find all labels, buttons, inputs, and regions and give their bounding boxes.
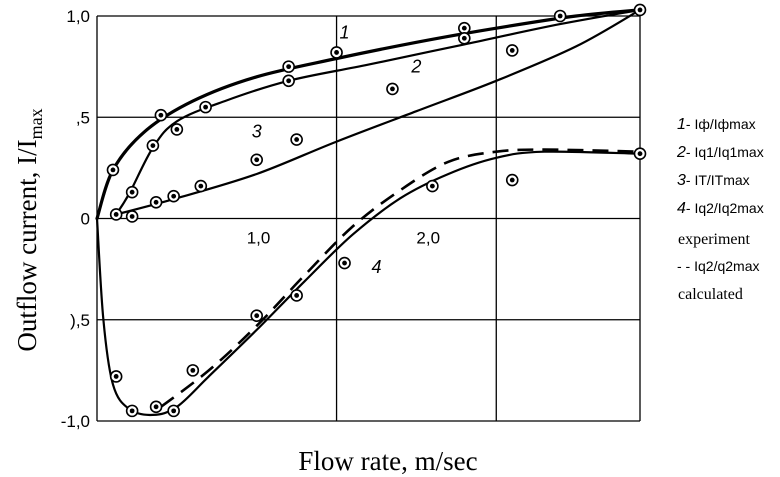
x-axis-title: Flow rate, m/sec: [298, 446, 477, 476]
data-point-s4: [149, 400, 163, 414]
curve-label: 3: [252, 122, 262, 142]
legend-entry: 2- Iq1/Iq1max: [676, 144, 764, 161]
series-line-s3: [115, 8, 642, 216]
data-point-s2: [146, 139, 160, 152]
marker-layer: [106, 3, 647, 418]
data-point-s2: [199, 100, 212, 114]
data-point-s1: [282, 60, 295, 73]
legend-number: 2: [676, 144, 686, 161]
series-line-s4: [95, 150, 642, 417]
y-tick-label: ),5: [70, 311, 90, 330]
data-point-s3: [125, 210, 139, 223]
legend-number: 4: [677, 200, 686, 217]
data-point-s2: [125, 185, 139, 199]
data-point-s1: [553, 9, 567, 23]
data-point-s3: [194, 179, 208, 193]
data-point-s4: [186, 364, 200, 377]
data-point-s1: [106, 163, 120, 177]
legend-label: - Iq1/Iq1max: [686, 144, 764, 160]
data-point-s4: [633, 147, 647, 160]
grid: [96, 15, 641, 422]
series-line-s1: [95, 8, 642, 221]
data-point-s3: [167, 189, 180, 203]
series-line-s5: [160, 148, 641, 408]
data-point-s3: [505, 44, 519, 57]
data-point-s4: [125, 404, 139, 418]
legend-entry: 4- Iq2/Iq2max: [677, 200, 764, 217]
legend-entry: 1- Iф/Iфmax: [677, 116, 756, 133]
data-point-s3: [290, 133, 303, 146]
legend-entry: - - Iq2/q2max: [677, 258, 759, 274]
data-point-s4: [426, 179, 439, 193]
y-axis-title-main: Outflow current, I/I: [12, 139, 42, 351]
data-point-s4: [338, 256, 351, 270]
legend-number: 3: [677, 172, 686, 189]
legend-label: - Iq2/Iq2max: [686, 200, 764, 216]
legend-label: - Iф/Iфmax: [686, 116, 756, 132]
legend-entry: calculated: [678, 286, 743, 303]
x-tick-label: 2,0: [416, 229, 440, 248]
legend-label: - IT/ITmax: [686, 172, 750, 188]
data-point-s3: [250, 153, 264, 167]
y-axis-title-sub: max: [26, 108, 46, 139]
curve-labels: 1 2 3 4: [252, 22, 422, 277]
legend-label: - - Iq2/q2max: [677, 258, 759, 274]
legend-entry: experiment: [678, 231, 751, 248]
y-tick-label: ,5: [76, 108, 90, 127]
x-tick-label: 1,0: [247, 229, 271, 248]
y-tick-label: -1,0: [61, 412, 90, 431]
curve-label: 2: [410, 57, 421, 77]
data-point-s4: [167, 404, 180, 418]
data-point-s4: [505, 173, 519, 187]
legend-entry: 3- IT/ITmax: [677, 172, 750, 189]
data-point-s1: [633, 3, 647, 17]
legend-label: calculated: [678, 286, 743, 303]
tick-labels: 1,0 ,5 0 ),5 -1,0 1,0 2,0: [61, 7, 440, 431]
data-point-s1: [330, 46, 343, 59]
data-point-s3: [386, 82, 399, 96]
curve-label: 1: [340, 22, 350, 42]
data-point-s2: [458, 31, 471, 45]
legend-number: 1: [677, 116, 686, 133]
data-point-s3: [149, 196, 163, 209]
series-line-s2: [115, 8, 642, 216]
y-tick-label: 1,0: [66, 7, 90, 26]
legend-label: experiment: [678, 231, 751, 248]
data-point-s3: [109, 208, 123, 221]
data-point-s2: [282, 74, 295, 88]
data-point-s4: [109, 370, 123, 383]
data-point-s2: [170, 123, 184, 136]
y-tick-label: 0: [81, 210, 90, 229]
data-point-s4: [250, 309, 264, 323]
svg-text:Outflow current, I/Imax: Outflow current, I/Imax: [12, 108, 46, 351]
series-layer: [95, 8, 642, 417]
curve-label: 4: [371, 257, 381, 277]
y-axis-title: Outflow current, I/Imax: [12, 108, 46, 351]
data-point-s4: [290, 289, 303, 302]
data-point-s1: [154, 108, 168, 122]
